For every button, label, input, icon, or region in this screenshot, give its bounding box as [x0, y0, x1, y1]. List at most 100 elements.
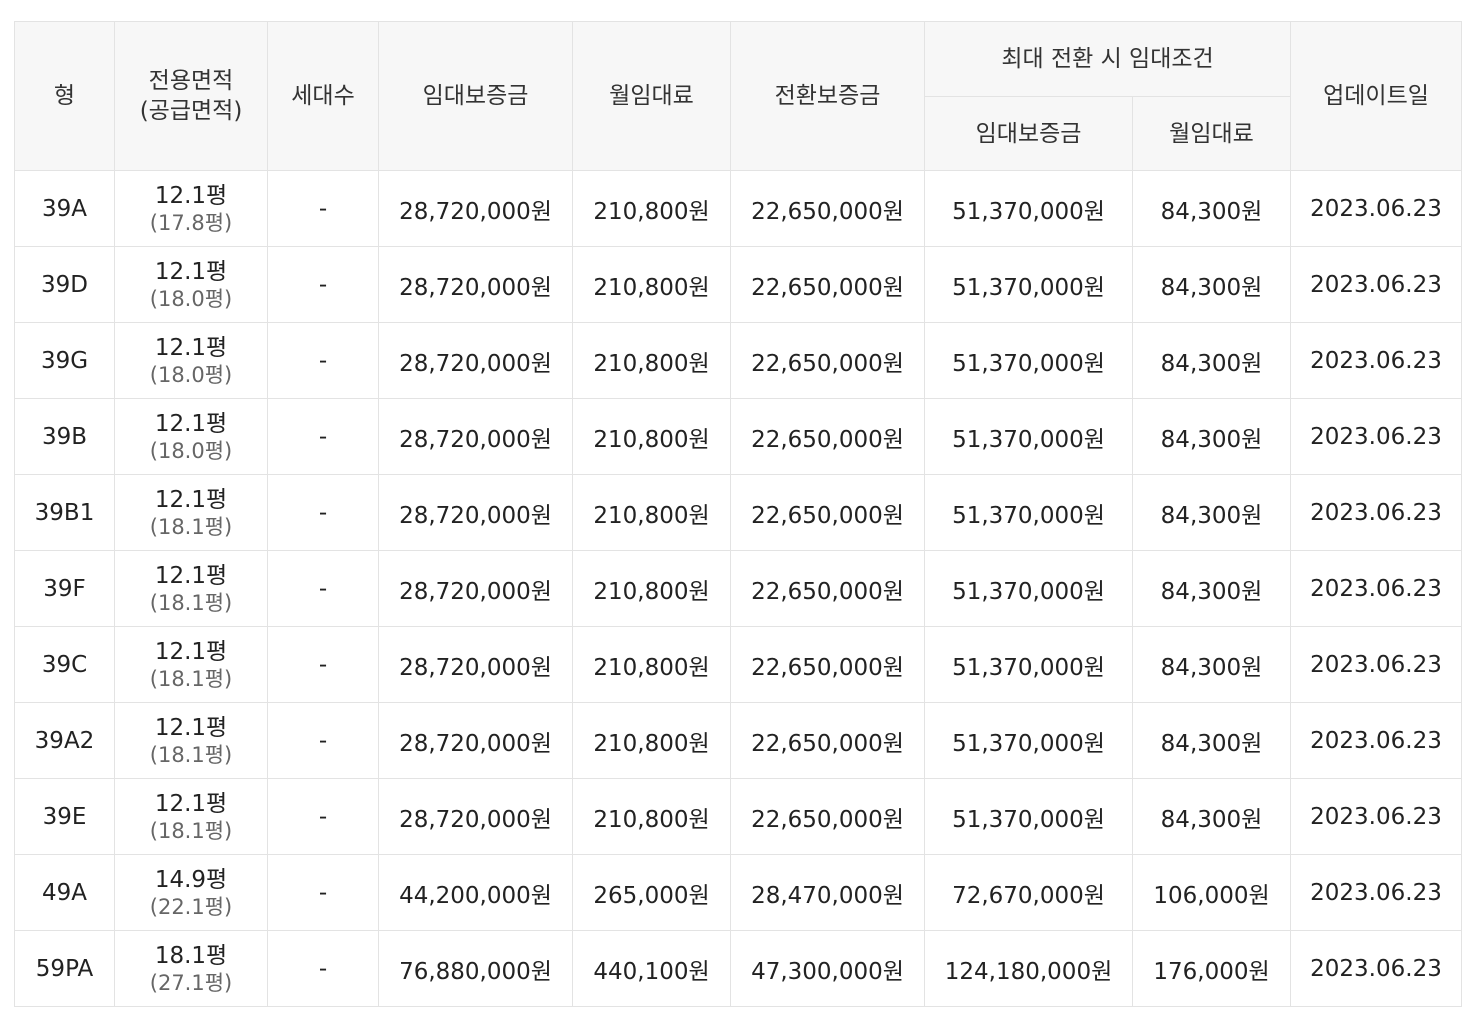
- cell-deposit: 28,720,000원: [378, 550, 573, 627]
- cell-monthly: 210,800원: [572, 246, 731, 323]
- cell-type: 39D: [14, 246, 115, 323]
- cell-max-monthly: 84,300원: [1132, 398, 1291, 475]
- cell-deposit: 28,720,000원: [378, 322, 573, 399]
- table-row: 39E 12.1평 (18.1평) -28,720,000원 210,800원 22,65…: [14, 778, 1462, 855]
- header-max-deposit: 임대보증금: [924, 96, 1133, 171]
- header-area-line2: (공급면적): [139, 98, 243, 124]
- exclusive-area: 12.1평: [154, 714, 228, 741]
- table-row: 59PA 18.1평 (27.1평) -76,880,000원 440,100원 47,3…: [14, 930, 1462, 1007]
- cell-monthly: 210,800원: [572, 474, 731, 551]
- cell-households: -: [267, 702, 379, 779]
- header-updated: 업데이트일: [1290, 21, 1462, 171]
- header-deposit: 임대보증금: [378, 21, 573, 171]
- cell-max-deposit: 51,370,000원: [924, 550, 1133, 627]
- cell-updated: 2023.06.23: [1290, 778, 1462, 855]
- cell-type: 39C: [14, 626, 115, 703]
- table-header: 형 전용면적 (공급면적) 세대수 임대보증금 월임대료 전환보증금 최대 전환…: [14, 21, 1462, 171]
- supply-area: (18.0평): [149, 362, 233, 387]
- cell-area: 12.1평 (18.1평): [114, 626, 268, 703]
- table-row: 39B 12.1평 (18.0평) -28,720,000원 210,800원 22,65…: [14, 398, 1462, 475]
- cell-monthly: 265,000원: [572, 854, 731, 931]
- cell-max-deposit: 72,670,000원: [924, 854, 1133, 931]
- cell-max-monthly: 84,300원: [1132, 322, 1291, 399]
- cell-households: -: [267, 474, 379, 551]
- cell-max-monthly: 176,000원: [1132, 930, 1291, 1007]
- supply-area: (27.1평): [149, 970, 233, 995]
- cell-monthly: 210,800원: [572, 778, 731, 855]
- cell-type: 39F: [14, 550, 115, 627]
- cell-max-monthly: 84,300원: [1132, 702, 1291, 779]
- cell-max-deposit: 51,370,000원: [924, 246, 1133, 323]
- cell-updated: 2023.06.23: [1290, 322, 1462, 399]
- cell-area: 12.1평 (18.1평): [114, 778, 268, 855]
- cell-conv-deposit: 22,650,000원: [730, 474, 925, 551]
- table-row: 39A2 12.1평 (18.1평) -28,720,000원 210,800원 22,6…: [14, 702, 1462, 779]
- exclusive-area: 12.1평: [154, 790, 228, 817]
- cell-deposit: 28,720,000원: [378, 702, 573, 779]
- cell-households: -: [267, 778, 379, 855]
- cell-type: 39E: [14, 778, 115, 855]
- table-row: 39A 12.1평 (17.8평) -28,720,000원 210,800원 22,65…: [14, 170, 1462, 247]
- table-row: 39B1 12.1평 (18.1평) -28,720,000원 210,800원 22,6…: [14, 474, 1462, 551]
- supply-area: (18.1평): [149, 742, 233, 767]
- exclusive-area: 18.1평: [154, 942, 228, 969]
- cell-households: -: [267, 170, 379, 247]
- cell-max-monthly: 84,300원: [1132, 170, 1291, 247]
- cell-updated: 2023.06.23: [1290, 626, 1462, 703]
- exclusive-area: 12.1평: [154, 258, 228, 285]
- cell-type: 39B1: [14, 474, 115, 551]
- cell-max-deposit: 51,370,000원: [924, 322, 1133, 399]
- header-max-group: 최대 전환 시 임대조건: [924, 21, 1291, 97]
- cell-updated: 2023.06.23: [1290, 930, 1462, 1007]
- cell-monthly: 210,800원: [572, 702, 731, 779]
- cell-deposit: 28,720,000원: [378, 398, 573, 475]
- rent-conditions-table: 형 전용면적 (공급면적) 세대수 임대보증금 월임대료 전환보증금 최대 전환…: [14, 21, 1462, 1007]
- cell-deposit: 76,880,000원: [378, 930, 573, 1007]
- cell-monthly: 210,800원: [572, 322, 731, 399]
- cell-max-deposit: 124,180,000원: [924, 930, 1133, 1007]
- cell-max-monthly: 84,300원: [1132, 778, 1291, 855]
- cell-type: 39A: [14, 170, 115, 247]
- cell-type: 39B: [14, 398, 115, 475]
- cell-conv-deposit: 22,650,000원: [730, 398, 925, 475]
- cell-max-monthly: 84,300원: [1132, 626, 1291, 703]
- header-area: 전용면적 (공급면적): [114, 21, 268, 171]
- cell-max-monthly: 106,000원: [1132, 854, 1291, 931]
- table-row: 49A 14.9평 (22.1평) -44,200,000원 265,000원 28,47…: [14, 854, 1462, 931]
- cell-deposit: 28,720,000원: [378, 474, 573, 551]
- cell-conv-deposit: 22,650,000원: [730, 778, 925, 855]
- exclusive-area: 12.1평: [154, 410, 228, 437]
- table-row: 39D 12.1평 (18.0평) -28,720,000원 210,800원 22,65…: [14, 246, 1462, 323]
- cell-area: 14.9평 (22.1평): [114, 854, 268, 931]
- cell-area: 18.1평 (27.1평): [114, 930, 268, 1007]
- cell-deposit: 28,720,000원: [378, 170, 573, 247]
- cell-type: 39A2: [14, 702, 115, 779]
- cell-max-monthly: 84,300원: [1132, 246, 1291, 323]
- cell-updated: 2023.06.23: [1290, 170, 1462, 247]
- supply-area: (18.1평): [149, 514, 233, 539]
- cell-conv-deposit: 22,650,000원: [730, 626, 925, 703]
- cell-updated: 2023.06.23: [1290, 854, 1462, 931]
- header-area-line1: 전용면적: [148, 68, 234, 94]
- cell-conv-deposit: 22,650,000원: [730, 322, 925, 399]
- exclusive-area: 12.1평: [154, 334, 228, 361]
- cell-conv-deposit: 47,300,000원: [730, 930, 925, 1007]
- exclusive-area: 12.1평: [154, 486, 228, 513]
- cell-area: 12.1평 (18.1평): [114, 702, 268, 779]
- cell-households: -: [267, 550, 379, 627]
- cell-monthly: 440,100원: [572, 930, 731, 1007]
- header-monthly: 월임대료: [572, 21, 731, 171]
- cell-max-deposit: 51,370,000원: [924, 474, 1133, 551]
- cell-max-deposit: 51,370,000원: [924, 170, 1133, 247]
- table-body: 39A 12.1평 (17.8평) -28,720,000원 210,800원 22,65…: [14, 170, 1462, 1007]
- cell-monthly: 210,800원: [572, 170, 731, 247]
- cell-max-deposit: 51,370,000원: [924, 778, 1133, 855]
- header-type: 형: [14, 21, 115, 171]
- table-row: 39F 12.1평 (18.1평) -28,720,000원 210,800원 22,65…: [14, 550, 1462, 627]
- cell-monthly: 210,800원: [572, 398, 731, 475]
- cell-area: 12.1평 (18.0평): [114, 398, 268, 475]
- rent-table-container: 형 전용면적 (공급면적) 세대수 임대보증금 월임대료 전환보증금 최대 전환…: [14, 21, 1462, 1007]
- header-households: 세대수: [267, 21, 379, 171]
- exclusive-area: 12.1평: [154, 638, 228, 665]
- cell-conv-deposit: 22,650,000원: [730, 702, 925, 779]
